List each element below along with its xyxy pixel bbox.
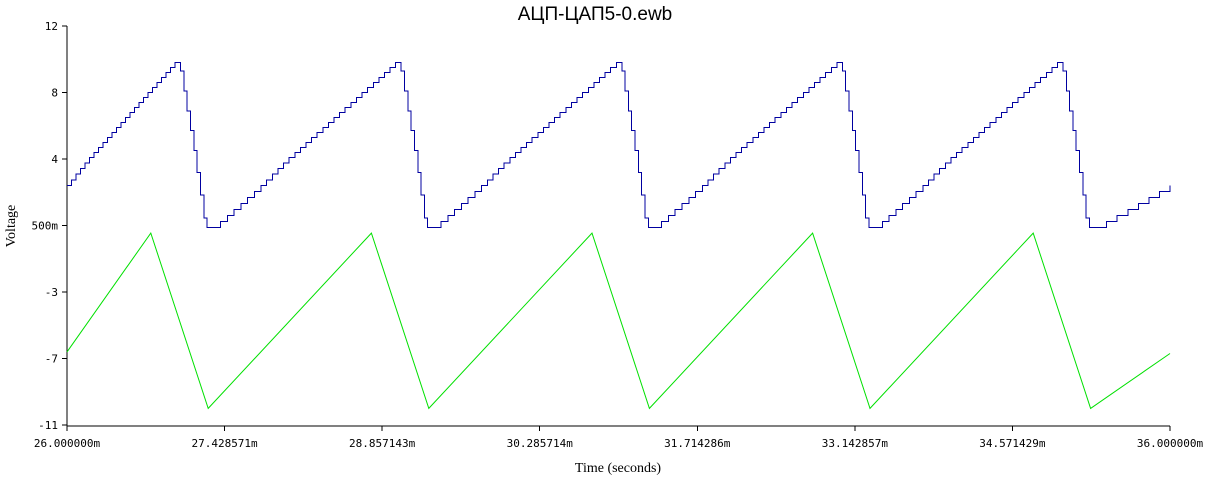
x-tick-label: 26.000000m bbox=[34, 437, 101, 450]
x-tick-label: 36.000000m bbox=[1137, 437, 1204, 450]
y-axis-label: Voltage bbox=[4, 205, 19, 248]
x-tick-label: 30.285714m bbox=[507, 437, 574, 450]
x-tick-label: 27.428571m bbox=[191, 437, 258, 450]
y-tick-label: 12 bbox=[45, 20, 58, 33]
y-tick-label: 500m bbox=[32, 220, 59, 233]
x-tick-label: 33.142857m bbox=[822, 437, 889, 450]
chart-title: АЦП-ЦАП5-0.ewb bbox=[518, 4, 672, 25]
x-ticks: 26.000000m 27.428571m 28.857143m 30.285714m… bbox=[34, 426, 1204, 450]
y-tick-label: -7 bbox=[45, 353, 58, 366]
x-tick-label: 34.571429m bbox=[979, 437, 1046, 450]
y-tick-label: 8 bbox=[51, 87, 58, 100]
x-tick-label: 28.857143m bbox=[349, 437, 416, 450]
x-axis-label: Time (seconds) bbox=[575, 461, 662, 476]
series-line-2 bbox=[66, 231, 1171, 410]
y-tick-label: -11 bbox=[38, 419, 58, 432]
y-tick-label: 4 bbox=[51, 153, 58, 166]
y-ticks: 12 8 4 500m -3 -7 -11 bbox=[32, 20, 67, 432]
series-line-1 bbox=[67, 62, 1171, 228]
x-tick-label: 31.714286m bbox=[664, 437, 731, 450]
y-tick-label: -3 bbox=[45, 286, 58, 299]
plot-area: 12 8 4 500m -3 -7 -11 26.000000m 27.428571m 28.8… bbox=[32, 20, 1204, 450]
series-layer bbox=[66, 62, 1171, 410]
